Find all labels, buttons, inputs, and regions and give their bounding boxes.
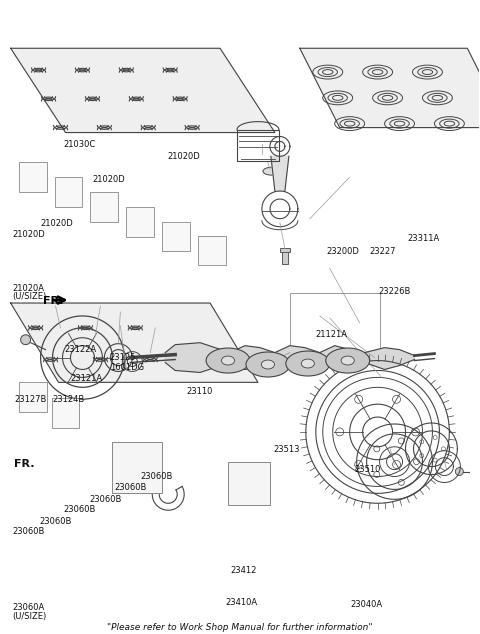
Text: "Please refer to Work Shop Manual for further information": "Please refer to Work Shop Manual for fu…	[107, 623, 373, 632]
Text: 23510: 23510	[355, 465, 381, 474]
Text: 21020D: 21020D	[167, 152, 200, 160]
Polygon shape	[300, 48, 480, 127]
Bar	[126, 207, 154, 236]
Circle shape	[442, 447, 445, 451]
Circle shape	[101, 354, 108, 361]
Ellipse shape	[341, 356, 354, 365]
Text: 23060B: 23060B	[12, 527, 45, 536]
Bar	[228, 462, 270, 505]
Ellipse shape	[301, 359, 314, 368]
Circle shape	[21, 335, 31, 345]
Text: 23110: 23110	[186, 387, 213, 396]
Bar	[51, 398, 80, 428]
Text: 23125: 23125	[110, 353, 136, 361]
Circle shape	[145, 353, 151, 359]
Circle shape	[355, 396, 363, 403]
Text: 23200D: 23200D	[326, 247, 359, 256]
Circle shape	[80, 377, 85, 382]
Circle shape	[393, 460, 400, 469]
Text: 23060B: 23060B	[63, 505, 96, 514]
Bar	[282, 250, 288, 264]
Text: 23226B: 23226B	[379, 287, 411, 295]
Circle shape	[413, 458, 420, 465]
Bar	[162, 222, 190, 252]
Text: 23060B: 23060B	[39, 517, 72, 526]
Text: 21020A: 21020A	[12, 283, 45, 292]
Text: FR.: FR.	[43, 296, 63, 306]
Text: 21020D: 21020D	[93, 175, 125, 184]
Ellipse shape	[206, 348, 250, 373]
Polygon shape	[165, 343, 415, 372]
Circle shape	[456, 468, 463, 476]
Circle shape	[420, 454, 424, 458]
Text: 23122A: 23122A	[64, 345, 96, 354]
Circle shape	[374, 446, 380, 452]
Text: 23410A: 23410A	[226, 598, 258, 607]
Text: 23060B: 23060B	[115, 483, 147, 493]
Text: 21030C: 21030C	[63, 140, 95, 149]
Text: 23060B: 23060B	[89, 495, 121, 503]
Bar	[55, 177, 83, 207]
Text: 23040A: 23040A	[350, 600, 382, 609]
Circle shape	[393, 396, 400, 403]
Bar	[90, 192, 119, 222]
Ellipse shape	[246, 352, 290, 377]
Text: FR.: FR.	[14, 460, 35, 470]
Ellipse shape	[263, 167, 281, 175]
Circle shape	[411, 428, 420, 436]
Text: 23227: 23227	[369, 247, 396, 256]
Ellipse shape	[221, 356, 235, 365]
Circle shape	[398, 438, 404, 444]
Text: 23060B: 23060B	[141, 472, 173, 481]
Bar	[38, 344, 48, 351]
Circle shape	[420, 440, 424, 444]
Text: 21121A: 21121A	[316, 330, 348, 339]
Circle shape	[433, 436, 437, 439]
Text: (U/SIZE): (U/SIZE)	[12, 292, 47, 301]
Polygon shape	[271, 157, 289, 191]
Bar	[112, 442, 162, 493]
Text: 1601DG: 1601DG	[110, 363, 144, 372]
Text: (U/SIZE): (U/SIZE)	[12, 612, 47, 621]
Ellipse shape	[261, 360, 275, 369]
Text: 23127B: 23127B	[14, 396, 47, 404]
Circle shape	[433, 458, 437, 462]
Bar	[290, 293, 380, 353]
Text: 21020D: 21020D	[12, 230, 46, 239]
Circle shape	[58, 354, 63, 361]
Polygon shape	[11, 303, 258, 382]
Text: 23060A: 23060A	[12, 603, 45, 612]
Circle shape	[374, 472, 380, 477]
Ellipse shape	[286, 351, 330, 376]
Circle shape	[336, 428, 344, 436]
Bar	[280, 247, 290, 252]
Ellipse shape	[326, 348, 370, 373]
Circle shape	[398, 479, 404, 486]
Text: 23121A: 23121A	[70, 374, 102, 383]
Bar	[19, 382, 47, 412]
Text: 23513: 23513	[274, 445, 300, 454]
Circle shape	[355, 460, 363, 469]
Polygon shape	[11, 48, 275, 133]
Bar	[198, 236, 226, 266]
Text: 23124B: 23124B	[52, 396, 84, 404]
Text: 23311A: 23311A	[408, 235, 440, 243]
Circle shape	[80, 333, 85, 339]
Bar	[19, 162, 47, 192]
Text: 21020D: 21020D	[40, 219, 72, 228]
Text: 23412: 23412	[230, 566, 257, 575]
